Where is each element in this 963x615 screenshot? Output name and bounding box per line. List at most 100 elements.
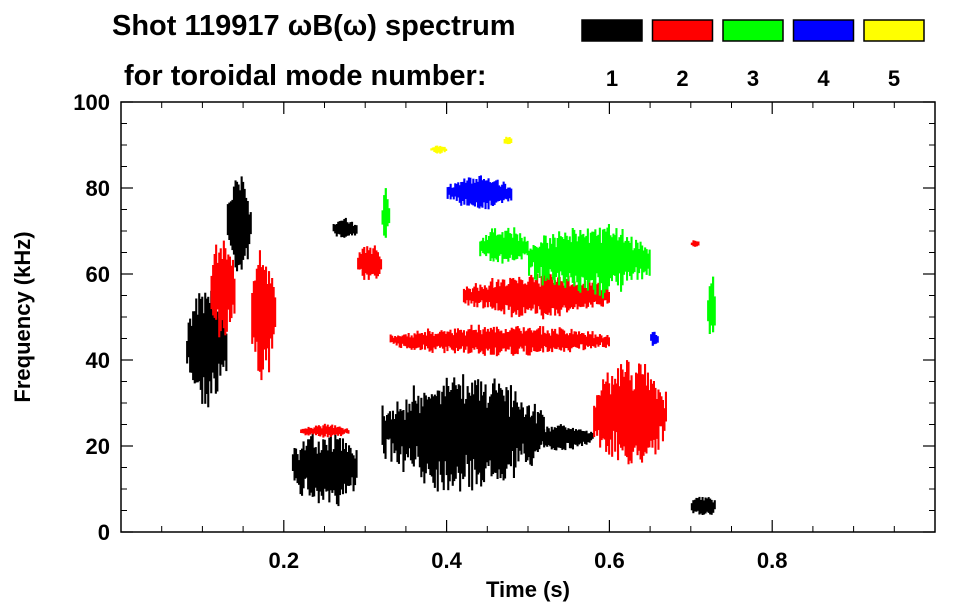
spectrum-streak bbox=[587, 331, 590, 347]
spectrum-streak bbox=[502, 237, 505, 259]
spectrum-streak bbox=[552, 429, 555, 449]
spectrum-streak bbox=[525, 284, 528, 310]
spectrum-streak bbox=[443, 146, 446, 153]
spectrum-streak bbox=[369, 247, 372, 276]
spectrum-streak bbox=[313, 447, 316, 497]
spectrum-streak bbox=[387, 413, 390, 440]
spectrum-streak bbox=[534, 330, 537, 352]
spectrum-streak bbox=[219, 314, 222, 376]
spectrum-streak bbox=[486, 407, 489, 463]
spectrum-streak bbox=[503, 139, 506, 144]
spectrum-streak bbox=[427, 396, 430, 470]
spectrum-streak bbox=[388, 208, 391, 224]
spectrum-streak bbox=[392, 337, 395, 344]
spectrum-streak bbox=[388, 411, 391, 439]
spectrum-streak bbox=[554, 328, 557, 349]
spectrum-streak bbox=[337, 439, 340, 507]
spectrum-streak bbox=[547, 248, 550, 280]
spectrum-streak bbox=[462, 330, 465, 353]
spectrum-streak bbox=[502, 181, 505, 201]
spectrum-streak bbox=[419, 333, 422, 351]
spectrum-streak bbox=[556, 238, 559, 273]
spectrum-streak bbox=[302, 441, 305, 489]
spectrum-streak bbox=[452, 335, 455, 351]
chart-subtitle: for toroidal mode number: bbox=[124, 60, 487, 92]
spectrum-streak bbox=[509, 385, 512, 467]
spectrum-streak bbox=[254, 280, 257, 352]
spectrum-streak bbox=[654, 387, 657, 455]
spectrum-streak bbox=[430, 148, 433, 151]
spectrum-streak bbox=[595, 284, 598, 305]
spectrum-streak bbox=[311, 431, 314, 497]
spectrum-streak bbox=[581, 333, 584, 345]
y-tick-label: 60 bbox=[86, 262, 110, 287]
spectrum-streak bbox=[222, 307, 225, 367]
spectrum-streak bbox=[405, 399, 408, 455]
spectrum-streak bbox=[450, 333, 453, 350]
spectrum-streak bbox=[603, 228, 606, 293]
spectrum-streak bbox=[539, 410, 542, 444]
spectrum-streak bbox=[453, 328, 456, 354]
spectrum-streak bbox=[471, 382, 474, 491]
spectrum-streak bbox=[469, 395, 472, 461]
spectrum-streak bbox=[591, 331, 594, 346]
spectrum-streak bbox=[545, 277, 548, 314]
spectrum-streak bbox=[707, 300, 710, 322]
spectrum-streak bbox=[579, 289, 582, 308]
mode-1-region bbox=[381, 374, 545, 492]
spectrum-streak bbox=[218, 252, 221, 338]
spectrum-streak bbox=[501, 279, 504, 310]
spectrum-streak bbox=[406, 412, 409, 458]
spectrum-streak bbox=[298, 460, 301, 485]
spectrum-streak bbox=[449, 329, 452, 348]
spectrum-streak bbox=[594, 334, 597, 348]
spectrum-streak bbox=[500, 330, 503, 352]
spectrum-streak bbox=[521, 407, 524, 444]
spectrum-streak bbox=[307, 426, 310, 436]
mode-1-region bbox=[226, 176, 252, 272]
spectrum-streak bbox=[313, 427, 316, 434]
spectrum-streak bbox=[306, 428, 309, 435]
spectrum-streak bbox=[603, 287, 606, 301]
spectrum-streak bbox=[633, 389, 636, 448]
spectrum-streak bbox=[645, 385, 648, 454]
spectrum-streak bbox=[574, 233, 577, 276]
spectrum-streak bbox=[613, 235, 616, 276]
spectrum-streak bbox=[561, 426, 564, 450]
spectrum-streak bbox=[513, 227, 516, 261]
spectrum-streak bbox=[314, 447, 317, 488]
spectrum-streak bbox=[479, 241, 482, 257]
spectrum-streak bbox=[397, 335, 400, 344]
spectrum-streak bbox=[355, 225, 358, 234]
spectrum-streak bbox=[576, 430, 579, 447]
spectrum-streak bbox=[346, 428, 349, 434]
spectrum-streak bbox=[533, 330, 536, 351]
spectrum-streak bbox=[412, 337, 415, 348]
spectrum-streak bbox=[234, 180, 237, 268]
spectrum-streak bbox=[300, 429, 303, 433]
spectrum-streak bbox=[447, 331, 450, 347]
spectrum-streak bbox=[430, 334, 433, 351]
spectrum-streak bbox=[557, 277, 560, 314]
spectrum-streak bbox=[571, 427, 574, 450]
spectrum-streak bbox=[550, 243, 553, 272]
spectrum-streak bbox=[713, 500, 716, 510]
legend-label-mode-4: 4 bbox=[817, 66, 830, 91]
mode-5-region bbox=[430, 145, 448, 154]
spectrum-streak bbox=[224, 248, 227, 336]
spectrum-streak bbox=[567, 428, 570, 443]
spectrum-streak bbox=[372, 248, 375, 274]
spectrum-streak bbox=[612, 384, 615, 431]
spectrum-streak bbox=[457, 182, 460, 198]
mode-2-region bbox=[300, 423, 350, 438]
spectrum-streak bbox=[492, 287, 495, 308]
spectrum-streak bbox=[453, 377, 456, 482]
spectrum-streak bbox=[573, 281, 576, 308]
spectrum-streak bbox=[477, 379, 480, 475]
spectrum-streak bbox=[381, 405, 384, 445]
spectrum-streak bbox=[236, 181, 239, 272]
spectrum-streak bbox=[266, 284, 269, 349]
spectrum-streak bbox=[274, 297, 277, 327]
spectrum-streak bbox=[630, 375, 633, 464]
spectrum-streak bbox=[403, 334, 406, 346]
